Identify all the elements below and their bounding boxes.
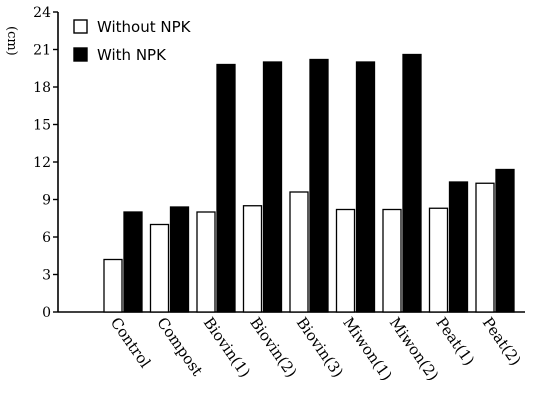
y-tick-label-8: 24 bbox=[33, 5, 51, 21]
y-tick-label-6: 18 bbox=[33, 80, 51, 96]
bar-with-npk-4 bbox=[309, 58, 329, 313]
category-label-2: Biovin(1) bbox=[200, 314, 254, 381]
bar-with-npk-0 bbox=[123, 211, 143, 313]
bar-with-npk-8 bbox=[495, 168, 515, 313]
category-label-1: Compost bbox=[153, 314, 206, 379]
bar-with-npk-6 bbox=[402, 53, 422, 313]
bar-without-npk-6 bbox=[382, 208, 402, 313]
legend: Without NPK With NPK bbox=[73, 18, 192, 64]
legend-label-0: Without NPK bbox=[97, 18, 192, 36]
bar-without-npk-2 bbox=[196, 211, 216, 313]
category-label-0: Control bbox=[107, 314, 155, 371]
y-tick-label-0: 0 bbox=[42, 305, 51, 321]
bar-without-npk-8 bbox=[475, 182, 495, 313]
y-tick-label-3: 9 bbox=[42, 193, 51, 209]
legend-label-1: With NPK bbox=[97, 46, 167, 64]
category-label-3: Biovin(2) bbox=[246, 314, 300, 381]
bar-with-npk-2 bbox=[216, 63, 236, 313]
legend-swatch-0 bbox=[73, 19, 88, 34]
y-tick-label-5: 15 bbox=[33, 118, 51, 134]
bar-with-npk-3 bbox=[262, 61, 283, 313]
y-tick-label-1: 3 bbox=[42, 268, 51, 284]
bar-with-npk-5 bbox=[355, 61, 376, 313]
bar-with-npk-1 bbox=[169, 206, 190, 313]
y-ticks: 0 3 6 9 12 15 18 21 24 bbox=[33, 5, 58, 321]
y-axis-unit-label: (cm) bbox=[4, 26, 19, 56]
bar-without-npk-3 bbox=[242, 205, 263, 313]
category-label-7: Peat(1) bbox=[432, 314, 478, 369]
bar-without-npk-1 bbox=[149, 223, 170, 313]
bar-without-npk-4 bbox=[289, 191, 309, 313]
category-label-8: Peat(2) bbox=[479, 314, 525, 369]
y-tick-label-7: 21 bbox=[33, 43, 51, 59]
bar-without-npk-7 bbox=[428, 207, 449, 313]
bar-without-npk-5 bbox=[335, 208, 356, 313]
category-label-4: Biovin(3) bbox=[293, 314, 347, 381]
category-labels: ControlCompostBiovin(1)Biovin(2)Biovin(3… bbox=[107, 314, 525, 384]
legend-swatch-1 bbox=[73, 47, 88, 62]
y-tick-label-4: 12 bbox=[33, 155, 51, 171]
bars bbox=[103, 53, 515, 313]
y-tick-label-2: 6 bbox=[42, 230, 51, 246]
bar-without-npk-0 bbox=[103, 258, 123, 313]
bar-with-npk-7 bbox=[448, 181, 469, 313]
